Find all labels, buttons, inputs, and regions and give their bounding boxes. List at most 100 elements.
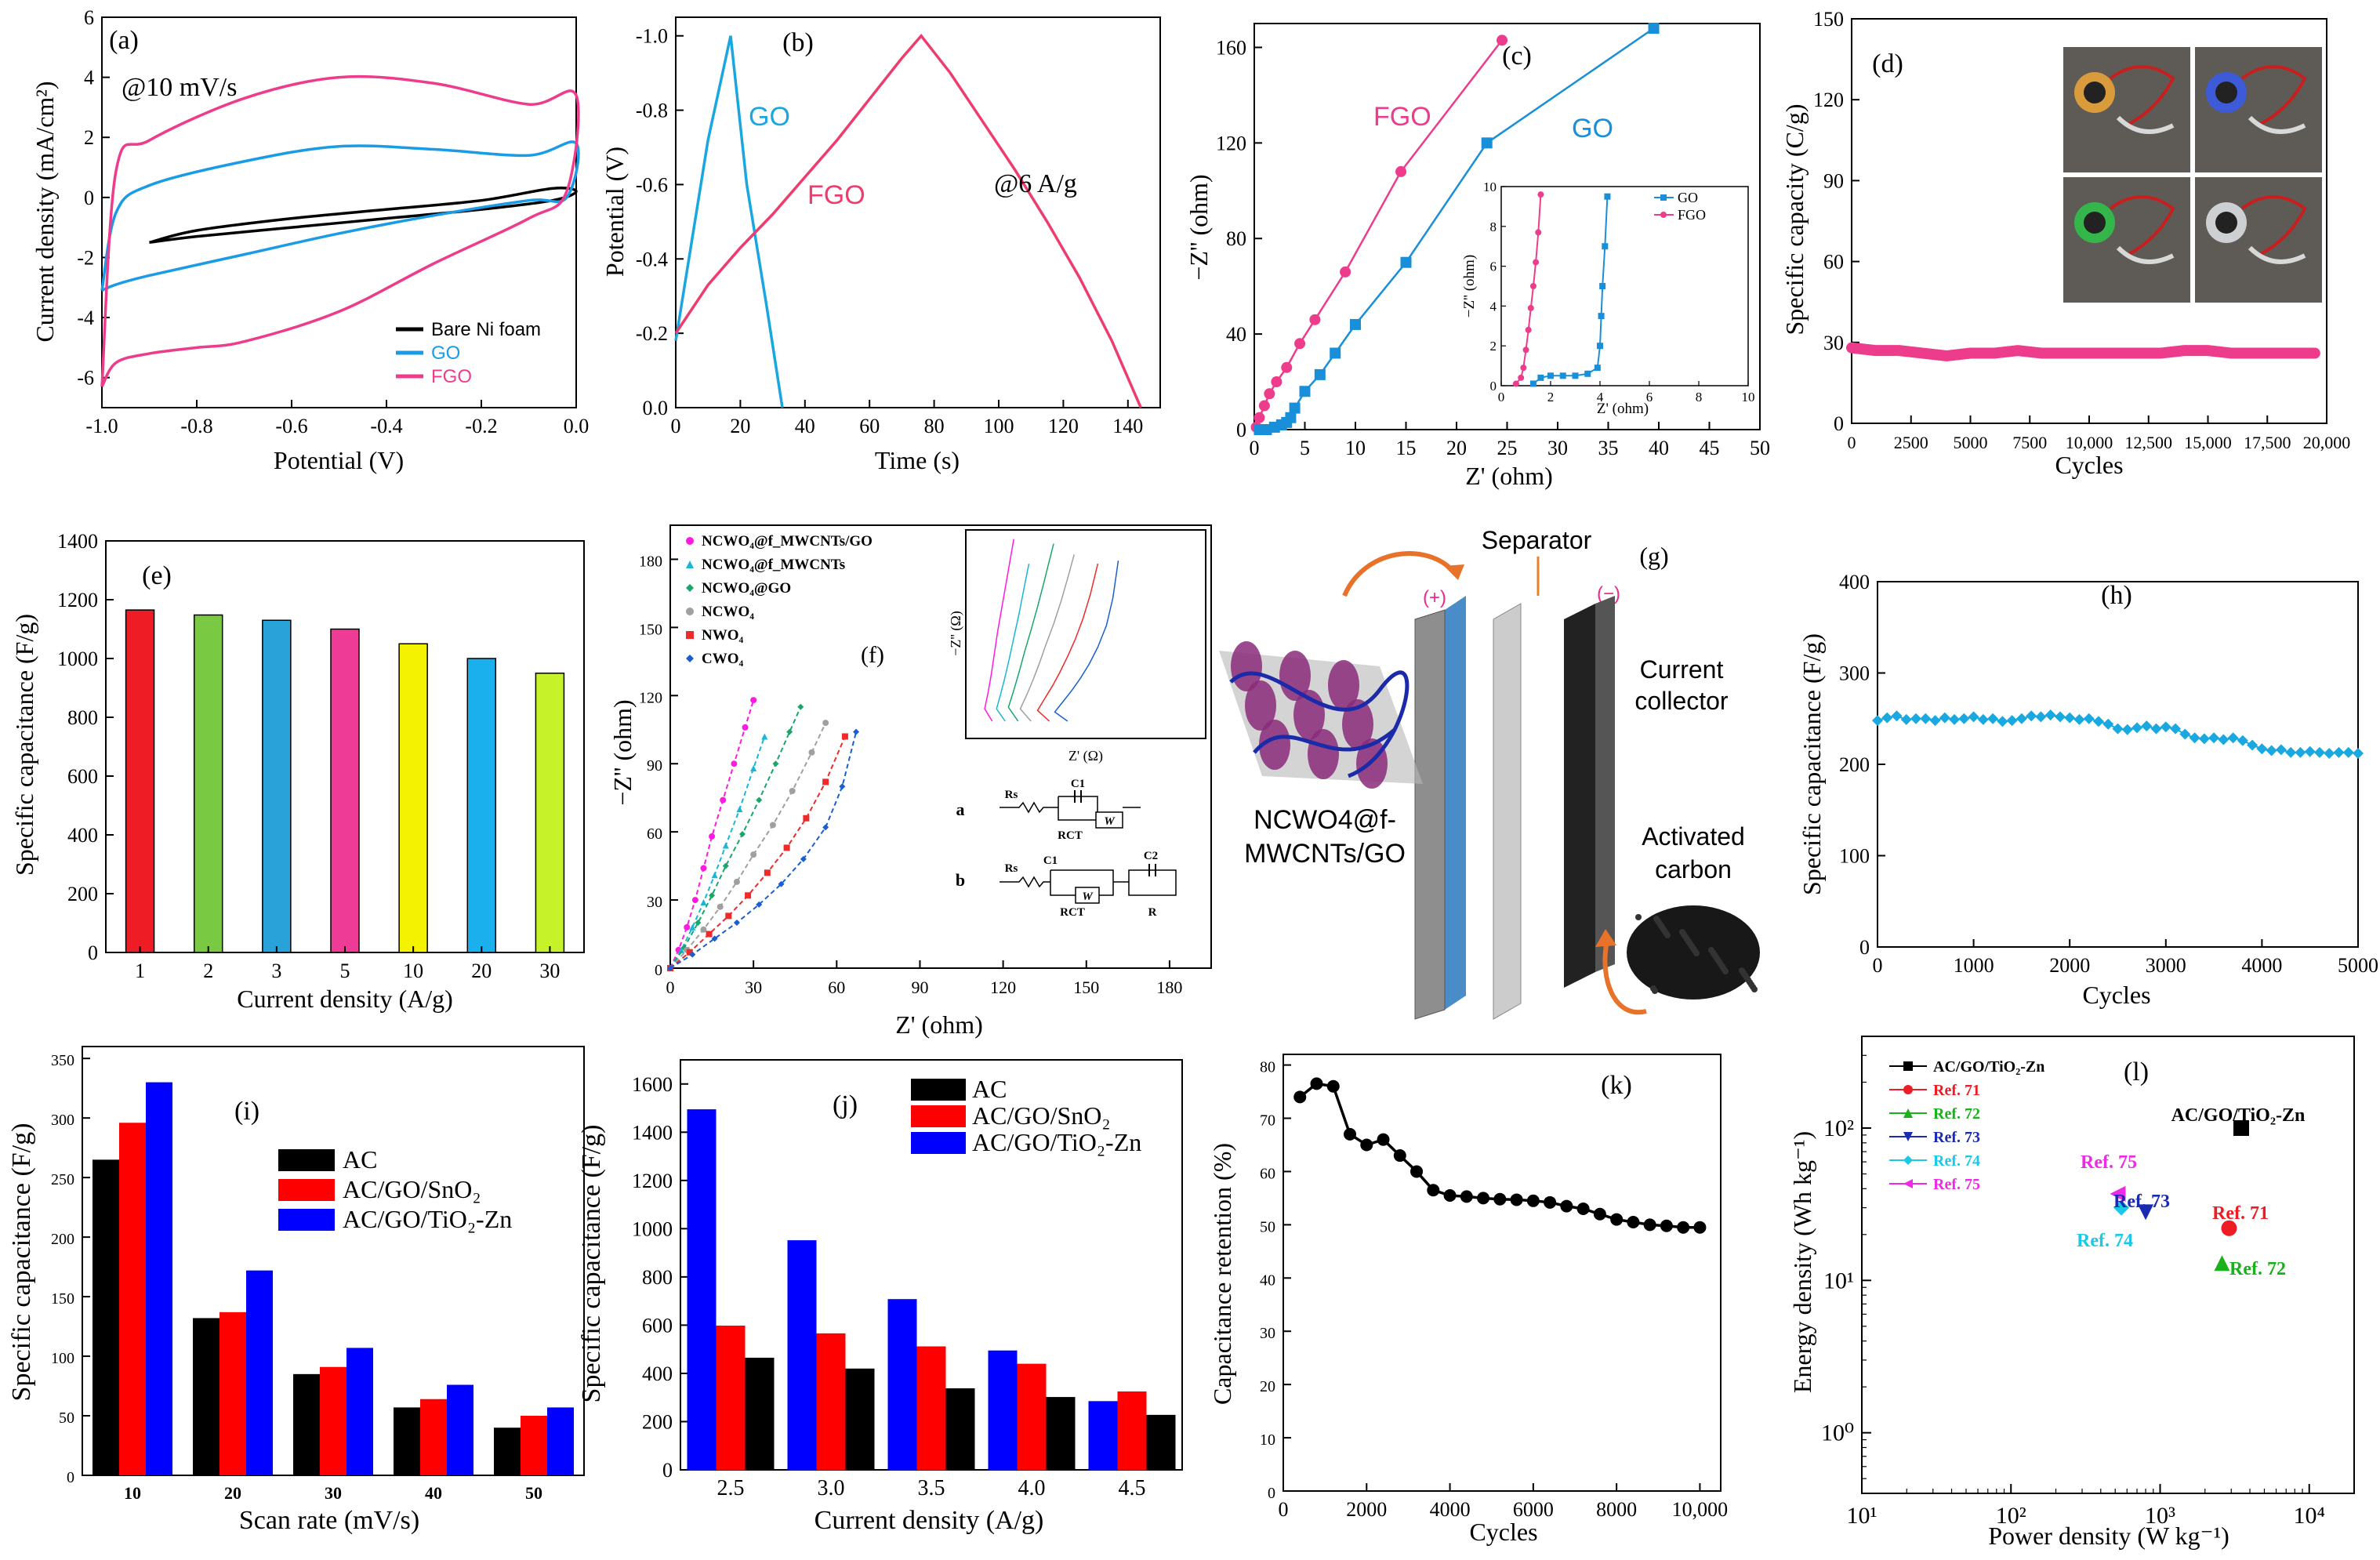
data-point bbox=[2203, 346, 2213, 356]
inset-point bbox=[1599, 283, 1606, 289]
x-tick-label: 3.5 bbox=[918, 1476, 945, 1500]
y-tick-label: 0 bbox=[655, 962, 662, 979]
bar-50-0 bbox=[494, 1428, 521, 1475]
y-tick-label: 60 bbox=[647, 825, 662, 843]
panel-label-c: (c) bbox=[1502, 42, 1532, 71]
led-photo-3 bbox=[2063, 177, 2190, 303]
data-point bbox=[1891, 710, 1903, 722]
data-point bbox=[722, 842, 729, 849]
photo-background bbox=[2195, 177, 2322, 303]
gcd-curve-go bbox=[674, 35, 784, 408]
bar-4.0-0 bbox=[988, 1350, 1018, 1470]
arrow-curve bbox=[1342, 551, 1457, 597]
cv-curve-go bbox=[100, 140, 580, 292]
legend-entry: NCWO₄ bbox=[702, 604, 754, 620]
circuit-label-c2-b: C2 bbox=[1144, 850, 1158, 862]
bar-20-0 bbox=[193, 1318, 219, 1475]
clip bbox=[2116, 245, 2175, 264]
data-point bbox=[1643, 1218, 1656, 1232]
panel-label-j: (j) bbox=[833, 1090, 858, 1119]
inset-curve bbox=[1036, 563, 1099, 722]
separator-plate bbox=[1493, 603, 1522, 1020]
legend-entry: Ref. 74 bbox=[1933, 1152, 1980, 1170]
data-point bbox=[1949, 713, 1961, 725]
nyquist-line bbox=[669, 699, 755, 969]
y-axis-label: Specific capacitance (F/g) bbox=[10, 614, 38, 876]
data-point bbox=[2084, 348, 2094, 358]
legend-swatch bbox=[278, 1149, 335, 1171]
data-point bbox=[1989, 348, 1999, 358]
legend-entry: Ref. 73 bbox=[1933, 1129, 1980, 1146]
legend-entry: CWO₄ bbox=[702, 651, 744, 667]
circuit-label-rct-b: RCT bbox=[1060, 906, 1085, 919]
data-point bbox=[742, 724, 749, 731]
panel-label-e: (e) bbox=[142, 561, 172, 590]
bar-3 bbox=[262, 619, 292, 953]
x-tick-label: 30 bbox=[325, 1483, 342, 1503]
carbon-granule bbox=[1650, 985, 1656, 992]
data-point bbox=[684, 923, 691, 931]
data-point bbox=[764, 869, 771, 876]
y-axis-label: Specific capacitance (F/g) bbox=[7, 1123, 36, 1402]
data-point bbox=[756, 901, 763, 908]
x-tick-label: 7500 bbox=[2012, 433, 2047, 452]
device-icon bbox=[2215, 82, 2237, 103]
x-tick-label: 4.0 bbox=[1018, 1476, 1046, 1500]
nyquist-line-fgo bbox=[1255, 39, 1503, 428]
label-electrode-2: MWCNTs/GO bbox=[1244, 839, 1406, 869]
bar-3.0-2 bbox=[845, 1368, 875, 1470]
nanoparticle bbox=[1328, 660, 1359, 710]
inset-x-tick-label: 2 bbox=[1547, 390, 1555, 405]
data-point bbox=[2073, 713, 2085, 725]
data-point bbox=[700, 898, 707, 905]
cv-curve-bare-ni-foam bbox=[149, 187, 578, 245]
inset-curve bbox=[1054, 561, 1119, 722]
inset-point bbox=[1547, 372, 1554, 379]
data-point bbox=[2035, 711, 2047, 723]
legend-entry: FGO bbox=[431, 366, 472, 387]
data-point bbox=[1917, 348, 1928, 358]
nanoparticle bbox=[1308, 729, 1339, 779]
x-tick-label: 10,000 bbox=[1672, 1498, 1729, 1521]
x-tick-label: 2 bbox=[203, 960, 213, 982]
y-tick-label: 0 bbox=[662, 1459, 673, 1482]
y-tick-label: 40 bbox=[1260, 1272, 1275, 1289]
legend-entry: AC/GO/TiO₂-Zn bbox=[1933, 1058, 2044, 1076]
bar-10-1 bbox=[119, 1123, 146, 1475]
y-tick-label: 0 bbox=[1859, 936, 1870, 959]
wire bbox=[2240, 195, 2307, 257]
y-tick-label: 800 bbox=[67, 706, 98, 729]
circuit-label-w: W bbox=[1104, 815, 1116, 828]
inset-point bbox=[1537, 191, 1544, 198]
x-axis-label: Z' (ohm) bbox=[895, 1010, 983, 1039]
data-point-acgotiozn bbox=[2233, 1120, 2249, 1137]
x-tick-label: 8000 bbox=[1596, 1498, 1637, 1521]
data-point bbox=[1900, 713, 1912, 725]
legend-marker bbox=[1903, 1085, 1913, 1094]
warburg-box bbox=[1095, 811, 1123, 829]
data-point bbox=[2275, 744, 2287, 756]
data-point bbox=[853, 728, 860, 735]
annotation-fgo: FGO bbox=[1373, 102, 1431, 132]
panel-k: 0 2000 4000 6000 8000 10,000 0 10 20 30 40 50 60 70 80… bbox=[1208, 1054, 1728, 1546]
data-point bbox=[722, 862, 729, 869]
inset-legend-marker bbox=[1660, 194, 1667, 201]
parallel-branch bbox=[1058, 796, 1098, 821]
nyquist-line bbox=[669, 706, 802, 969]
x-tick-label: 4000 bbox=[2241, 954, 2282, 977]
x-tick-label: 2500 bbox=[1894, 433, 1928, 452]
y-tick-label: 0 bbox=[1268, 1485, 1275, 1502]
y-tick-label: 300 bbox=[1839, 662, 1870, 685]
y-tick-label: 1000 bbox=[57, 648, 98, 670]
data-point bbox=[2083, 713, 2095, 724]
data-point bbox=[2060, 348, 2070, 358]
x-tick-label: 10 bbox=[403, 960, 423, 982]
bar-30-1 bbox=[320, 1366, 346, 1475]
data-point bbox=[2170, 723, 2182, 735]
data-point bbox=[1377, 1133, 1390, 1146]
x-axis-label: Cycles bbox=[2082, 981, 2150, 1009]
y-tick-label: 1400 bbox=[632, 1121, 673, 1144]
x-tick-label: 20 bbox=[224, 1483, 241, 1503]
bar-10-0 bbox=[93, 1159, 119, 1475]
